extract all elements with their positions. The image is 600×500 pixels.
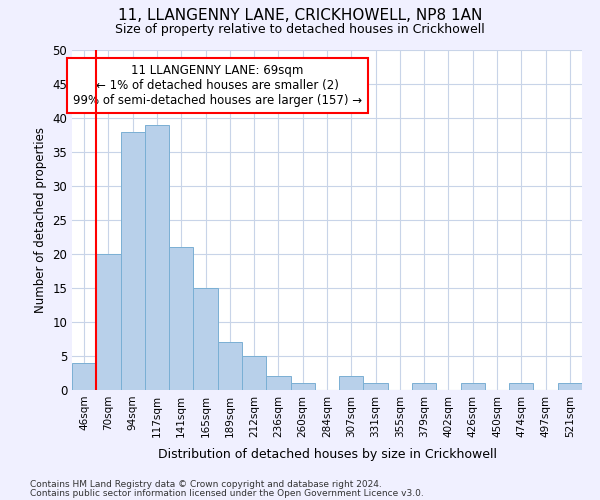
Bar (558, 383, 582, 390)
Bar (121, 132, 145, 390)
X-axis label: Distribution of detached houses by size in Crickhowell: Distribution of detached houses by size … (157, 448, 497, 461)
Text: 11 LLANGENNY LANE: 69sqm
← 1% of detached houses are smaller (2)
99% of semi-det: 11 LLANGENNY LANE: 69sqm ← 1% of detache… (73, 64, 362, 106)
Bar (412, 383, 436, 390)
Bar (169, 247, 193, 390)
Bar (364, 383, 388, 390)
Bar (193, 288, 218, 390)
Bar (72, 363, 96, 390)
Text: Contains HM Land Registry data © Crown copyright and database right 2024.: Contains HM Land Registry data © Crown c… (30, 480, 382, 489)
Bar (145, 125, 169, 390)
Text: Contains public sector information licensed under the Open Government Licence v3: Contains public sector information licen… (30, 488, 424, 498)
Bar (218, 342, 242, 390)
Bar (339, 376, 364, 390)
Text: Size of property relative to detached houses in Crickhowell: Size of property relative to detached ho… (115, 22, 485, 36)
Y-axis label: Number of detached properties: Number of detached properties (34, 127, 47, 313)
Bar (290, 383, 315, 390)
Bar (266, 376, 290, 390)
Text: 11, LLANGENNY LANE, CRICKHOWELL, NP8 1AN: 11, LLANGENNY LANE, CRICKHOWELL, NP8 1AN (118, 8, 482, 22)
Bar (96, 254, 121, 390)
Bar (242, 356, 266, 390)
Bar (461, 383, 485, 390)
Bar (509, 383, 533, 390)
